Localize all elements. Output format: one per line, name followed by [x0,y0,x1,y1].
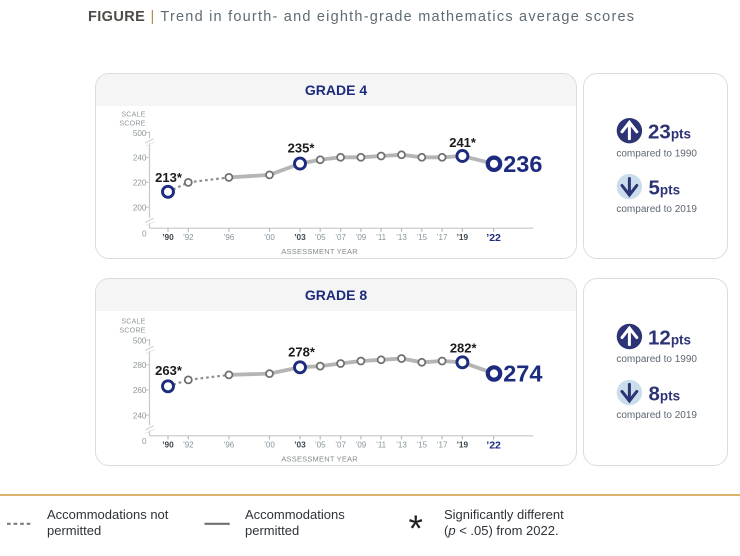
svg-text:’13: ’13 [396,233,407,242]
svg-text:’09: ’09 [356,233,367,242]
svg-text:’19: ’19 [457,232,469,242]
svg-text:’11: ’11 [376,440,387,449]
svg-text:500: 500 [133,336,147,345]
svg-text:200: 200 [133,203,147,212]
svg-text:’09: ’09 [356,440,367,449]
svg-text:SCALE: SCALE [121,318,145,326]
svg-text:’15: ’15 [416,440,427,449]
svg-text:’05: ’05 [315,440,326,449]
svg-text:278*: 278* [288,344,316,359]
svg-text:’00: ’00 [264,440,275,449]
svg-text:’90: ’90 [162,232,174,242]
svg-text:’07: ’07 [335,440,346,449]
svg-text:’13: ’13 [396,440,407,449]
svg-text:’90: ’90 [162,439,174,449]
svg-text:SCORE: SCORE [119,327,145,335]
svg-text:’11: ’11 [376,233,387,242]
svg-text:274: 274 [503,361,542,387]
svg-text:5pts: 5pts [649,177,681,200]
svg-text:220: 220 [133,178,147,187]
svg-text:’17: ’17 [437,440,448,449]
svg-text:’15: ’15 [416,233,427,242]
svg-text:280: 280 [133,361,147,370]
svg-text:500: 500 [133,129,147,138]
svg-text:’17: ’17 [437,233,448,242]
svg-text:’00: ’00 [264,233,275,242]
svg-text:’05: ’05 [315,233,326,242]
svg-text:ASSESSMENT YEAR: ASSESSMENT YEAR [281,455,358,464]
svg-text:SCALE: SCALE [121,111,145,119]
svg-text:282*: 282* [450,340,478,355]
svg-text:12pts: 12pts [648,327,691,350]
svg-text:240: 240 [133,154,147,163]
svg-text:compared to 1990: compared to 1990 [616,354,697,365]
svg-text:’96: ’96 [224,440,235,449]
svg-text:0: 0 [142,437,147,446]
svg-text:23pts: 23pts [648,121,691,144]
svg-text:241*: 241* [449,135,477,150]
svg-text:’03: ’03 [294,232,306,242]
svg-text:’96: ’96 [224,233,235,242]
svg-text:260: 260 [133,386,147,395]
svg-text:236: 236 [503,151,542,177]
svg-text:’22: ’22 [486,232,501,244]
svg-text:’19: ’19 [457,439,469,449]
svg-text:ASSESSMENT YEAR: ASSESSMENT YEAR [281,247,358,256]
svg-text:’07: ’07 [335,233,346,242]
svg-text:8pts: 8pts [649,382,681,405]
svg-text:235*: 235* [288,140,316,155]
svg-text:’92: ’92 [183,440,194,449]
svg-text:263*: 263* [155,363,183,378]
svg-text:’92: ’92 [183,233,194,242]
svg-text:240: 240 [133,411,147,420]
svg-text:compared to 1990: compared to 1990 [616,148,697,159]
svg-text:’03: ’03 [294,439,306,449]
svg-text:compared to 2019: compared to 2019 [616,410,697,421]
svg-text:’22: ’22 [486,440,501,452]
svg-text:SCORE: SCORE [119,120,145,128]
svg-text:compared to 2019: compared to 2019 [616,204,697,215]
svg-text:213*: 213* [155,170,183,185]
svg-text:0: 0 [142,230,147,239]
